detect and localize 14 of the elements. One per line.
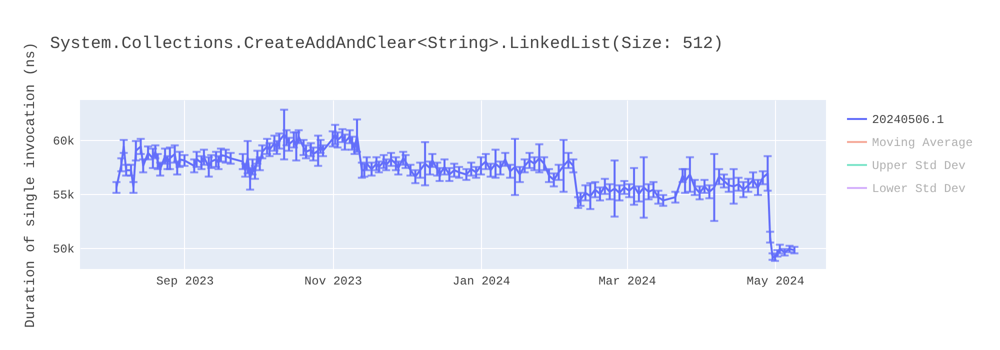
x-tick-label: Nov 2023 [304, 274, 362, 288]
x-tick-label: Jan 2024 [452, 274, 510, 288]
legend-label: Upper Std Dev [872, 159, 966, 173]
x-tick-label: Mar 2024 [598, 274, 656, 288]
y-tick-label: 55k [52, 188, 74, 202]
y-tick-label: 60k [52, 134, 74, 148]
legend-label: Moving Average [872, 136, 973, 150]
chart-title: System.Collections.CreateAddAndClear<String>.LinkedList(Size: 512) [50, 35, 724, 54]
legend-label: Lower Std Dev [872, 182, 966, 196]
y-tick-label: 50k [52, 242, 74, 256]
x-tick-label: Sep 2023 [156, 274, 214, 288]
y-axis-title: Duration of single invocation (ns) [22, 42, 39, 328]
x-tick-label: May 2024 [746, 274, 804, 288]
legend-label: 20240506.1 [872, 113, 944, 127]
